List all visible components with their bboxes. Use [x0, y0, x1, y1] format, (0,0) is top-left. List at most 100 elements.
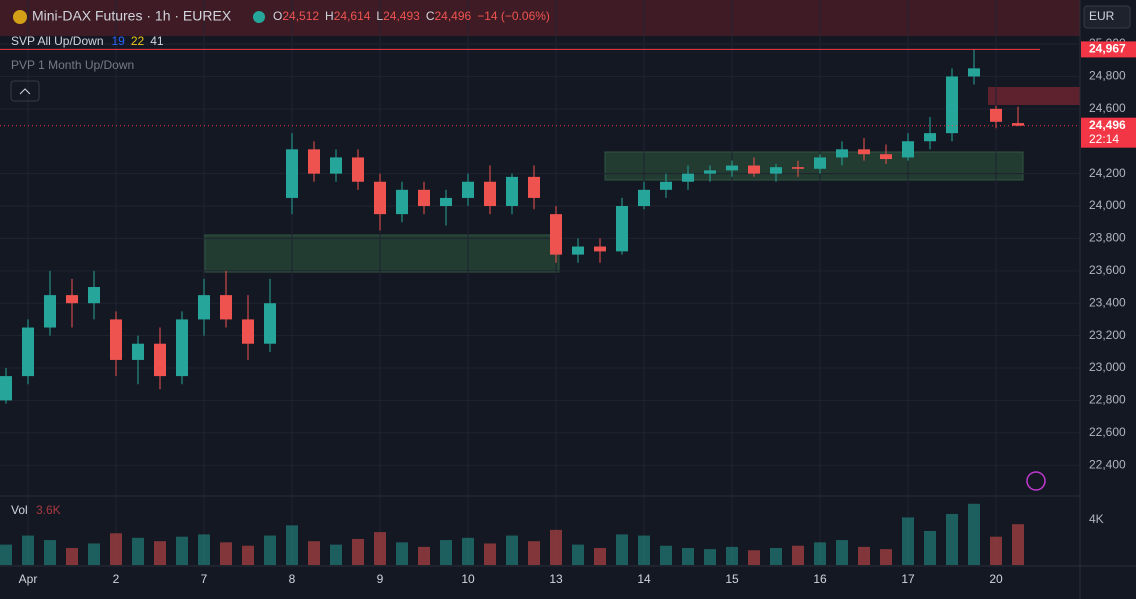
ohlc-value: −14 (−0.06%): [477, 9, 550, 23]
volume-bar: [330, 544, 342, 565]
volume-bar: [572, 544, 584, 565]
y-tick-label: 24,000: [1089, 198, 1126, 212]
status-dot: [253, 11, 265, 23]
candle-body: [220, 295, 232, 320]
volume-bar: [110, 533, 122, 565]
ohlc-value: C: [426, 9, 435, 23]
x-tick-label: 16: [813, 572, 827, 586]
volume-bar: [374, 532, 386, 565]
candle-body: [726, 165, 738, 171]
indicator-value: 41: [150, 34, 164, 48]
x-tick-label: 13: [549, 572, 563, 586]
candle-body: [924, 133, 936, 142]
volume-bar: [484, 543, 496, 565]
candle-body: [902, 141, 914, 158]
volume-bar: [506, 535, 518, 565]
volume-tick-label: 4K: [1089, 512, 1104, 526]
ohlc-value: 24,512: [282, 9, 319, 23]
x-tick-label: 9: [377, 572, 384, 586]
plot: [0, 48, 1080, 565]
y-tick-label: 23,000: [1089, 360, 1126, 374]
volume-bar: [0, 544, 12, 565]
alert-icon[interactable]: [1026, 471, 1046, 491]
currency-button[interactable]: [1083, 5, 1131, 29]
candle-body: [946, 76, 958, 134]
candle-body: [770, 167, 782, 174]
indicator-value: 19: [112, 34, 126, 48]
candle-body: [792, 167, 804, 169]
volume-bar: [858, 546, 870, 565]
countdown-label: 22:14: [1089, 132, 1119, 146]
candle-body: [440, 197, 452, 207]
candle-body: [44, 295, 56, 328]
volume-bar: [814, 542, 826, 565]
y-tick-label: 23,600: [1089, 263, 1126, 277]
x-tick-label: 7: [201, 572, 208, 586]
volume-bar: [946, 514, 958, 565]
volume-bar: [44, 540, 56, 565]
volume-bar: [638, 535, 650, 565]
volume-bar: [726, 546, 738, 565]
ohlc-legend: O 24,512 H 24,614 L 24,493 C 24,496 −14 (−0.06%): [273, 9, 550, 23]
volume-bar: [836, 540, 848, 565]
x-tick-label: 17: [901, 572, 915, 586]
candle-body: [1012, 123, 1024, 126]
candle-body: [682, 173, 694, 182]
candle-body: [0, 376, 12, 401]
volume-bar: [594, 548, 606, 565]
collapse-button[interactable]: [10, 80, 40, 102]
x-tick-label: Apr: [19, 572, 38, 586]
candle-body: [286, 149, 298, 198]
candle-body: [484, 181, 496, 207]
ohlc-value: 24,496: [434, 9, 471, 23]
ohlc-value: 24,614: [334, 9, 371, 23]
currency: EUR: [1089, 9, 1115, 23]
volume-bar: [396, 542, 408, 565]
candle-body: [396, 189, 408, 215]
x-tick-label: 20: [989, 572, 1003, 586]
y-tick-label: 24,600: [1089, 101, 1126, 115]
collapse-icon: [19, 88, 31, 95]
volume-bar: [880, 549, 892, 565]
volume-bar: [682, 548, 694, 565]
volume-bar: [66, 548, 78, 565]
volume-bar: [88, 543, 100, 565]
ohlc-value: L: [376, 9, 383, 23]
x-tick-label: 14: [637, 572, 651, 586]
volume-bar: [352, 538, 364, 565]
candle-body: [836, 149, 848, 158]
candle-body: [88, 287, 100, 304]
volume-value: 3.6K: [36, 503, 61, 517]
candle-body: [374, 181, 386, 215]
volume-bar: [616, 534, 628, 565]
volume-bar: [748, 550, 760, 565]
y-tick-label: 24,200: [1089, 166, 1126, 180]
candle-body: [572, 246, 584, 255]
candle-body: [990, 108, 1002, 122]
candle-body: [308, 149, 320, 174]
labels: 22,400 22,600 22,800 23,000 23,200 23,400 23,6…: [11, 36, 1136, 586]
price-label: 24,496: [1089, 118, 1126, 132]
candle-body: [968, 68, 980, 77]
ohlc-value: H: [325, 9, 334, 23]
y-tick-label: 22,600: [1089, 425, 1126, 439]
candle-body: [418, 189, 430, 207]
y-tick-label: 22,800: [1089, 393, 1126, 407]
candle-body: [616, 206, 628, 252]
price-label: 24,967: [1089, 42, 1126, 56]
candle-body: [660, 181, 672, 190]
volume-title: Vol: [11, 503, 28, 517]
volume-bar: [264, 535, 276, 565]
volume-bar: [132, 537, 144, 565]
flag-icon: [13, 10, 27, 24]
y-tick-label: 23,400: [1089, 295, 1126, 309]
volume-bar: [418, 546, 430, 565]
volume-bar: [22, 535, 34, 565]
volume-bar: [792, 545, 804, 565]
indicator-name: PVP 1 Month Up/Down: [11, 58, 134, 72]
candle-body: [330, 157, 342, 174]
candle-body: [154, 343, 166, 377]
price-label-bg: [1081, 41, 1136, 58]
candle-body: [462, 181, 474, 198]
